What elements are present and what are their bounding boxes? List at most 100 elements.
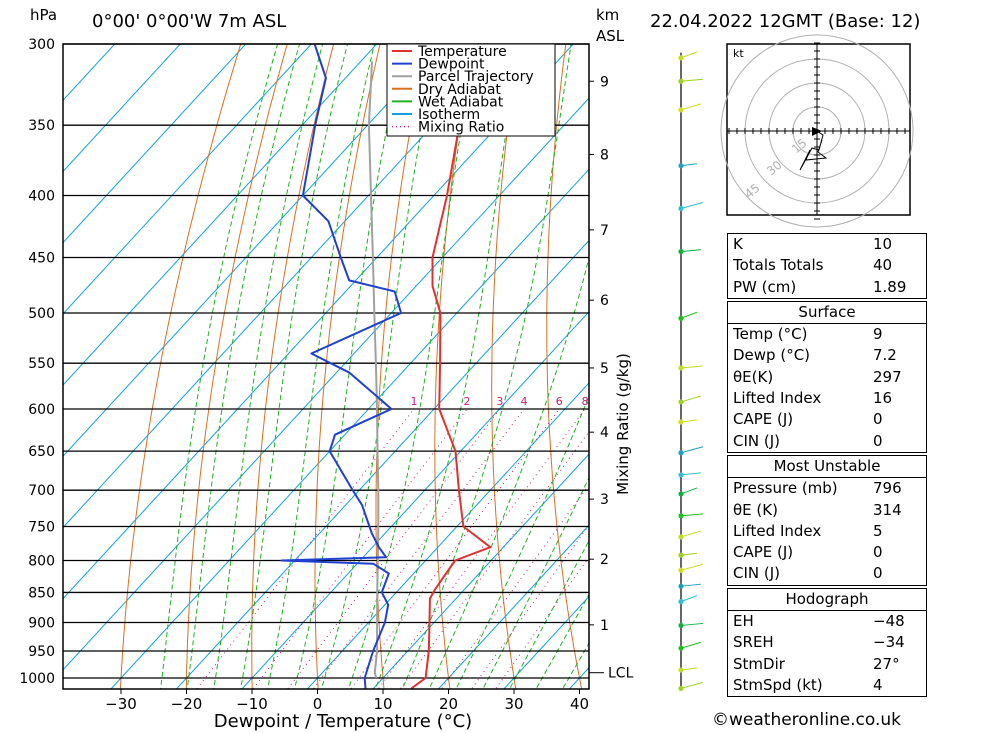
- km-tick-label: 7: [600, 223, 609, 239]
- wind-barb: [680, 419, 698, 423]
- dry-adiabat-line: [185, 44, 288, 689]
- mixing-ratio-label: 2: [464, 395, 471, 408]
- pressure-tick-label: 500: [28, 306, 55, 322]
- mixing-ratio-line: [350, 408, 560, 689]
- pressure-tick-label: 1000: [19, 671, 55, 687]
- isotherm-line: [63, 44, 312, 315]
- axes: −30 −20 −10 0 10 20 30 40 1 2 3 4 5 6 7 8 9 LCL: [105, 74, 633, 713]
- legend-entry: Wet Adiabat: [418, 94, 504, 110]
- pressure-tick-label: 700: [28, 483, 55, 499]
- isotherm-line: [63, 44, 181, 173]
- surface-box: Surface Temp (°C) 9 Dewp (°C) 7.2 θE(K) 297…: [727, 300, 927, 453]
- wind-profile: [678, 51, 704, 692]
- wet-adiabat-line: [428, 255, 589, 689]
- x-tick-label: −20: [171, 695, 203, 713]
- km-tick-label: 9: [600, 74, 609, 90]
- mixing-ratio-line: [377, 408, 586, 689]
- wind-marker: [678, 552, 684, 558]
- pressure-tick-label: 350: [28, 118, 55, 134]
- isotherm-line: [63, 44, 378, 386]
- x-tick-label: −30: [105, 695, 137, 713]
- pressure-tick-label: 600: [28, 402, 55, 418]
- surface-row: Lifted Index 16: [733, 389, 893, 408]
- legend-entry: Parcel Trajectory: [418, 69, 534, 85]
- mixing-ratio-axis-label: Mixing Ratio (g/kg): [614, 353, 632, 495]
- legend-entry: Isotherm: [418, 107, 480, 123]
- mixing-ratio-line: [312, 408, 525, 689]
- dry-adiabat-line: [434, 44, 474, 689]
- wet-adiabat-line: [508, 539, 589, 689]
- x-tick-label: 30: [504, 695, 523, 713]
- background-lines: 1 2 3 4 6 8 10 15 20 25: [63, 26, 1000, 709]
- dry-adiabat-line: [375, 44, 428, 689]
- wet-adiabat-line: [320, 44, 439, 689]
- pressure-tick-label: 800: [28, 553, 55, 569]
- wind-barb: [680, 530, 702, 538]
- plot-frame: [62, 43, 590, 690]
- isotherm-line: [437, 524, 589, 689]
- hodograph-trace: [799, 130, 828, 171]
- hodograph-row: EH −48: [733, 612, 905, 631]
- pressure-unit-label: hPa: [30, 6, 57, 24]
- hodograph-title: Hodograph: [728, 589, 926, 612]
- wet-adiabat-line: [401, 44, 572, 689]
- most-unstable-row: CIN (J) 0: [733, 564, 883, 583]
- datetime-title: 22.04.2022 12GMT (Base: 12): [650, 11, 920, 32]
- hodograph-unit-label: kt: [733, 47, 744, 60]
- pressure-tick-label: 550: [28, 356, 55, 372]
- wet-adiabat-line: [266, 44, 375, 689]
- wind-marker: [678, 667, 684, 673]
- dry-adiabat-line: [936, 26, 1000, 709]
- legend-box: [386, 43, 556, 137]
- wind-barb: [680, 78, 704, 82]
- pressure-tick-label: 650: [28, 444, 55, 460]
- hodograph-indices-box: Hodograph EH −48 SREH −34 StmDir 27° StmSpd…: [727, 587, 927, 698]
- mixing-ratio-label: 10: [599, 395, 613, 408]
- x-tick-label: 0: [313, 695, 323, 713]
- isotherm-line: [241, 310, 589, 689]
- most-unstable-row: Lifted Index 5: [733, 521, 883, 540]
- wind-marker: [678, 622, 684, 629]
- mixing-ratio-label: 8: [582, 395, 589, 408]
- wet-adiabat-line: [186, 44, 300, 689]
- storm-motion-marker: [812, 127, 822, 136]
- x-axis-label: Dewpoint / Temperature (°C): [214, 711, 472, 732]
- isotherm-line: [372, 453, 589, 689]
- wet-adiabat-line: [482, 476, 589, 689]
- index-row-totals: Totals Totals 40: [733, 256, 893, 275]
- mixing-ratio-label: 20: [666, 395, 680, 408]
- km-tick-label: 8: [600, 147, 609, 163]
- legend-entry: Temperature: [417, 44, 507, 60]
- temperature-profile: [410, 44, 492, 689]
- wind-barb: [680, 249, 702, 253]
- dry-adiabat-line: [119, 44, 242, 689]
- pressure-tick-label: 950: [28, 644, 55, 660]
- mixing-ratio-label: 4: [520, 395, 527, 408]
- km-tick-label: 5: [600, 361, 609, 377]
- most-unstable-title: Most Unstable: [728, 456, 926, 479]
- mixing-ratio-label: 6: [556, 395, 563, 408]
- mixing-ratio-label: 25: [688, 395, 702, 408]
- km-tick-label: 1: [600, 618, 609, 634]
- isotherm-line: [63, 44, 574, 600]
- dry-adiabat-line: [546, 44, 583, 689]
- km-tick-label: 3: [600, 492, 609, 508]
- isotherm-line: [63, 44, 116, 102]
- wet-adiabat-line: [213, 44, 324, 689]
- dry-adiabat-line: [491, 44, 520, 689]
- pressure-tick-label: 750: [28, 520, 55, 536]
- dry-adiabat-line: [314, 44, 381, 689]
- x-tick-label: 40: [570, 695, 589, 713]
- wind-barb: [680, 311, 698, 319]
- wet-adiabat-line: [374, 44, 521, 689]
- isotherm-line: [306, 382, 589, 689]
- pressure-tick-label: 400: [28, 188, 55, 204]
- km-tick-label: 2: [600, 552, 609, 568]
- hodograph-row: StmSpd (kt) 4: [733, 675, 883, 694]
- wind-barb: [680, 51, 698, 59]
- x-tick-label: 10: [373, 695, 392, 713]
- wind-barb: [680, 667, 698, 671]
- surface-title: Surface: [728, 302, 926, 325]
